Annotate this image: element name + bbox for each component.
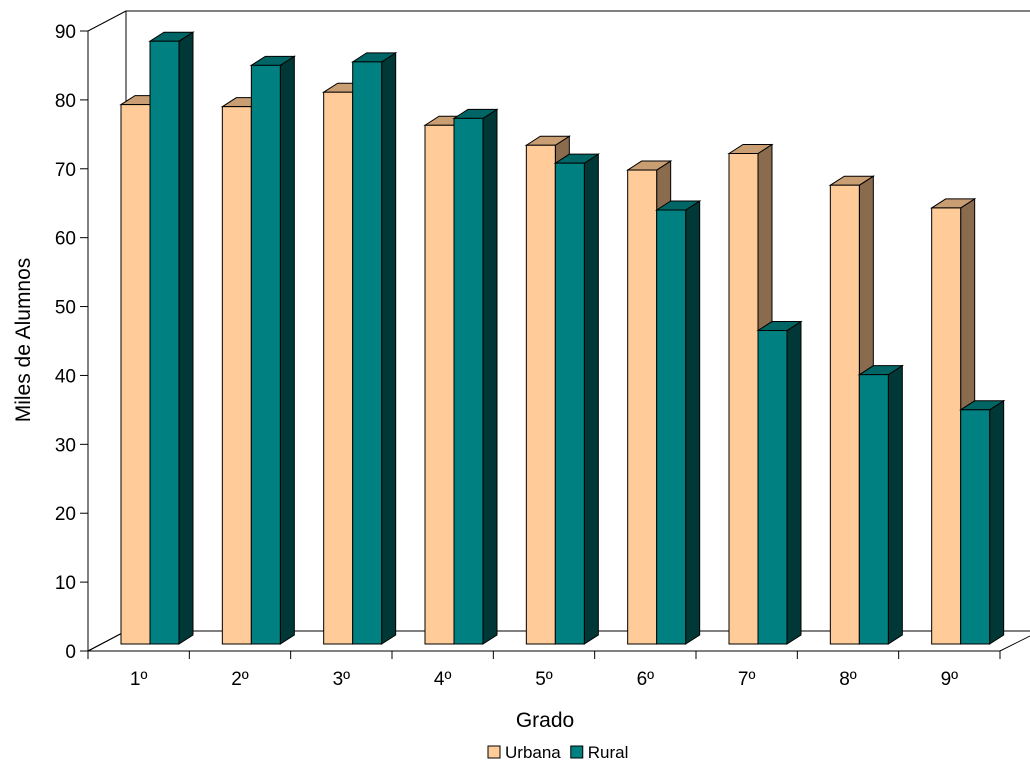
y-tick-label: 10 [55, 573, 76, 594]
bar-side [279, 55, 295, 645]
axes: 0 10 20 30 40 50 60 70 80 90 1º 2º 3º 4º 5º 6º 7º 8º 9º [55, 22, 1001, 690]
bar [553, 153, 601, 645]
bar-side [178, 31, 194, 645]
x-tick-label: 9º [941, 669, 959, 690]
y-tick-label: 90 [55, 22, 76, 43]
x-tick-label: 3º [333, 669, 351, 690]
bar-side [786, 320, 802, 645]
bar-side [887, 364, 903, 645]
y-tick-label: 50 [55, 298, 76, 319]
bar [958, 399, 1006, 645]
y-tick-label: 80 [55, 91, 76, 112]
x-tick-label: 2º [231, 669, 249, 690]
bar-front [858, 374, 889, 645]
bar-side [989, 399, 1005, 645]
bar-front [931, 207, 962, 645]
bar-side [583, 153, 599, 645]
bar-front [323, 91, 354, 645]
x-tick-label: 8º [839, 669, 857, 690]
bar-front [627, 169, 658, 645]
bar-front [525, 144, 556, 645]
bar [756, 320, 803, 645]
legend: Urbana Rural [487, 743, 629, 762]
y-tick-label: 60 [55, 229, 76, 250]
y-tick-label: 30 [55, 435, 76, 456]
x-tick-label: 1º [130, 669, 148, 690]
bar-side [381, 51, 397, 645]
bar-side [482, 108, 498, 645]
top-wall-edge [87, 10, 127, 32]
legend-item: Rural [570, 743, 629, 762]
bar [249, 55, 297, 645]
y-tick-label: 0 [65, 642, 76, 663]
bar-front [554, 162, 585, 645]
x-tick-label: 6º [637, 669, 655, 690]
bars [119, 31, 1006, 645]
bar-front [757, 330, 788, 645]
legend-item: Urbana [487, 743, 561, 762]
y-tick-label: 70 [55, 160, 76, 181]
bar [857, 364, 905, 645]
bar-front [221, 106, 252, 645]
bar [452, 108, 499, 645]
bar-front [656, 209, 687, 645]
x-axis-title: Grado [516, 709, 574, 732]
bar-front [960, 409, 991, 645]
y-tick-label: 20 [55, 504, 76, 525]
bar-front [424, 124, 455, 645]
bar-front [829, 184, 860, 645]
x-tick-label: 7º [738, 669, 756, 690]
y-axis-title: Miles de Alumnos [12, 258, 35, 423]
bar-front [120, 104, 151, 645]
bar-front [728, 153, 759, 645]
bar-front [149, 40, 180, 645]
y-tick-label: 40 [55, 366, 76, 387]
legend-label: Rural [588, 743, 629, 762]
bar [148, 31, 195, 645]
bar-front [453, 117, 484, 645]
bar [350, 51, 398, 645]
legend-label: Urbana [505, 743, 561, 762]
bar [654, 200, 702, 645]
legend-swatch [570, 745, 584, 759]
legend-swatch [487, 745, 501, 759]
x-tick-label: 4º [434, 669, 452, 690]
bar-front [250, 64, 281, 645]
bar-front [352, 61, 383, 645]
x-tick-label: 5º [535, 669, 553, 690]
bar-side [685, 200, 701, 645]
